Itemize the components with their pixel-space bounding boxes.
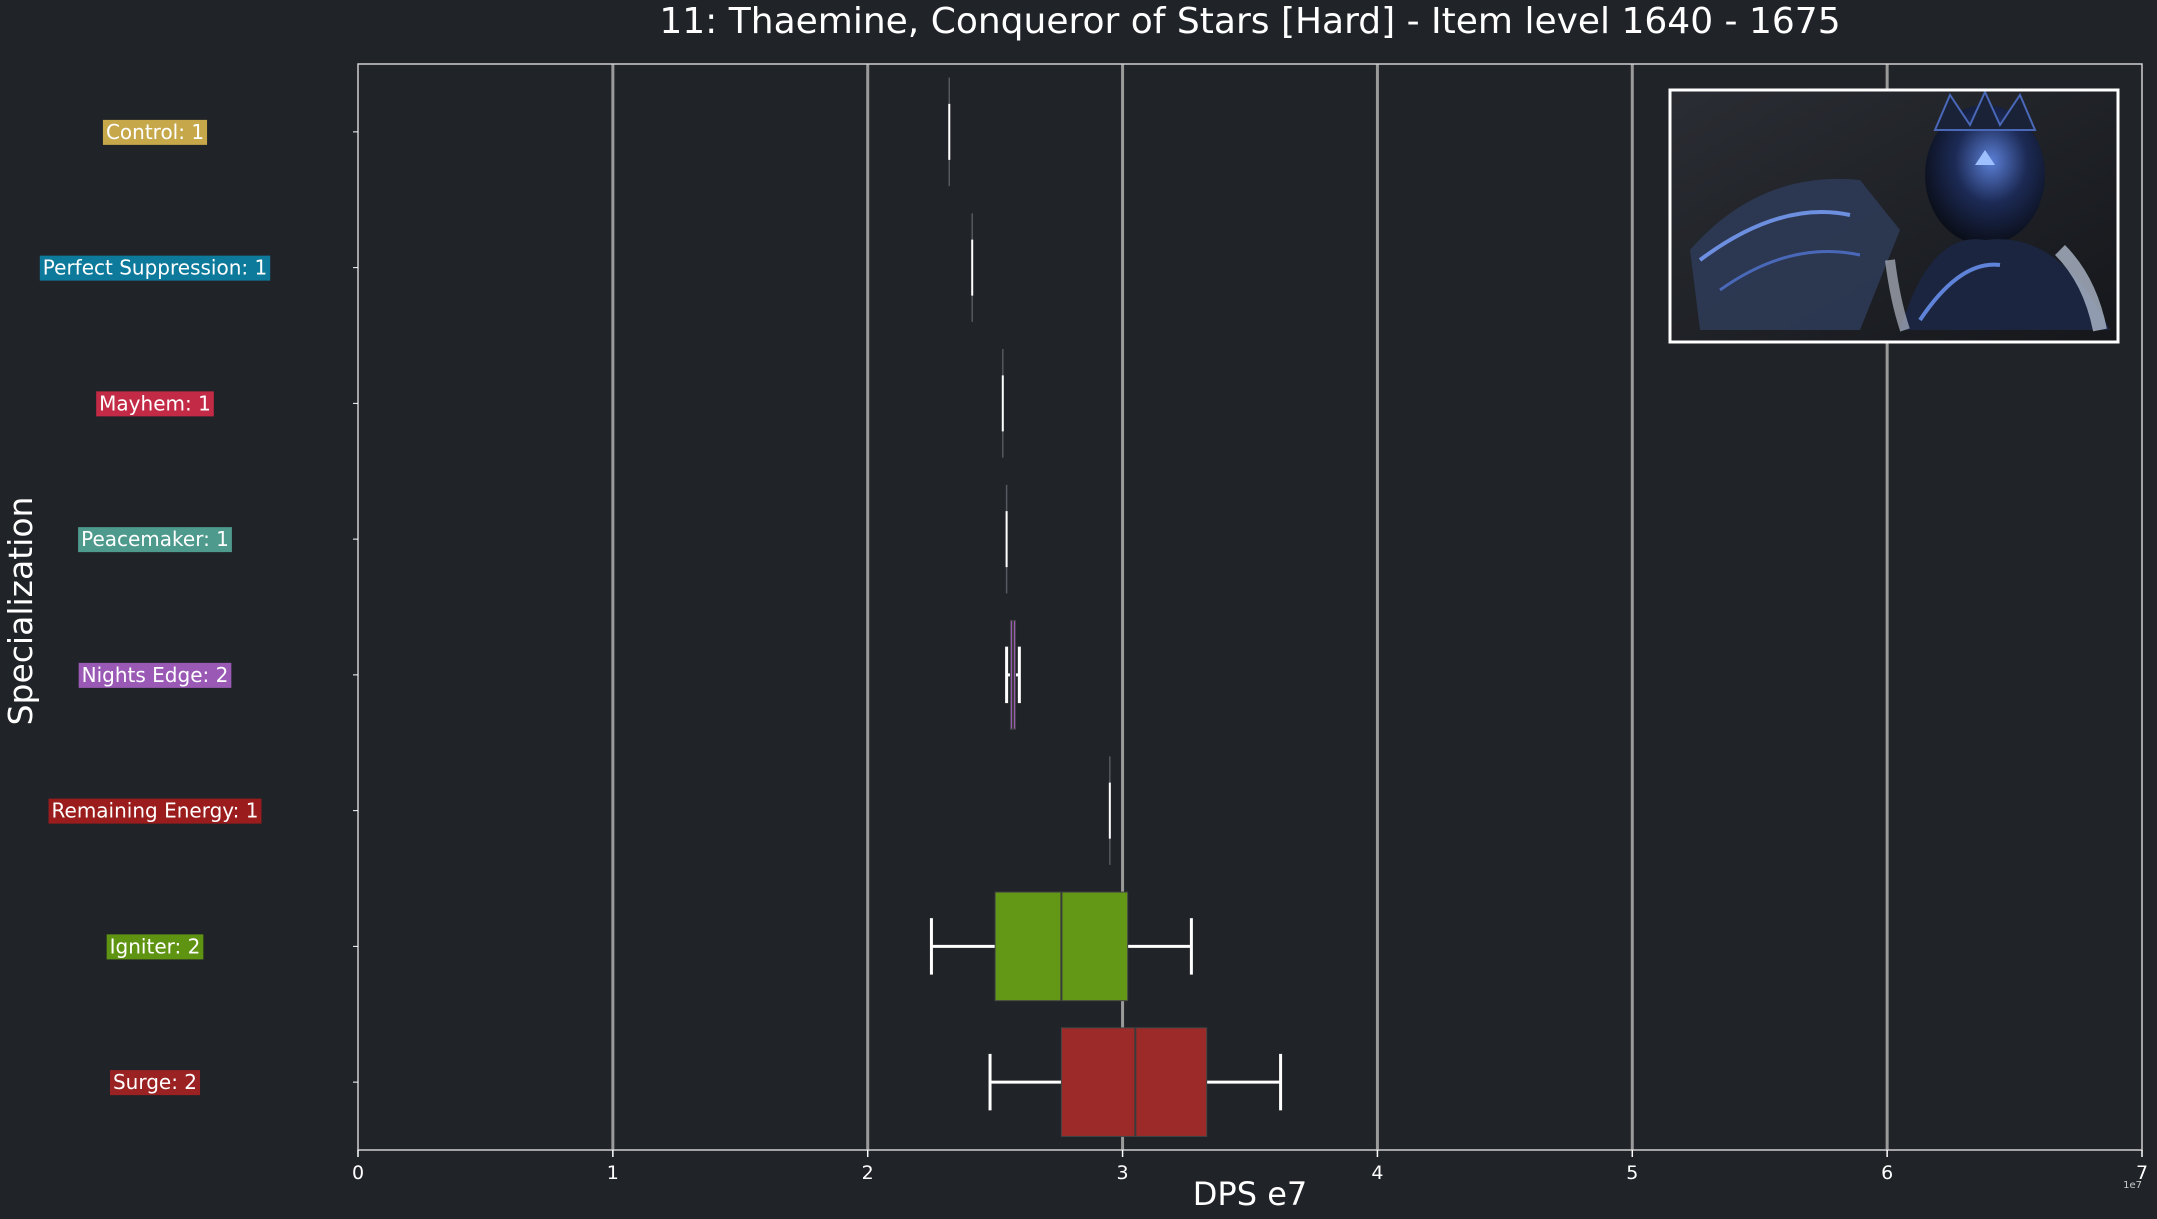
box-plot [988,1027,1283,1137]
category-label: Igniter: 2 [106,934,204,960]
chart-title: 11: Thaemine, Conqueror of Stars [Hard] … [659,1,1840,42]
category-label: Control: 1 [102,119,208,145]
box-plot [929,891,1193,1002]
category-label-text: Perfect Suppression: 1 [43,256,267,280]
x-tick-label-4: 4 [1371,1162,1383,1184]
category-label: Peacemaker: 1 [78,527,232,553]
category-label: Remaining Energy: 1 [48,798,262,824]
x-tick-label-3: 3 [1117,1162,1129,1184]
x-offset-label: 1e7 [2123,1180,2142,1191]
x-axis-ticks: 0 1 2 3 4 5 6 7 [352,1150,2148,1184]
category-label-text: Igniter: 2 [110,934,201,958]
category-label-text: Mayhem: 1 [99,391,211,415]
x-tick-label-0: 0 [352,1162,364,1184]
category-label-text: Surge: 2 [113,1070,197,1094]
boss-portrait-inset [1668,88,2120,344]
category-label: Nights Edge: 2 [78,662,232,688]
x-tick-label-5: 5 [1626,1162,1638,1184]
x-tick-label-6: 6 [1881,1162,1893,1184]
plot-frame [357,63,2143,1151]
category-label-badge [106,934,204,960]
category-label-text: Peacemaker: 1 [81,527,229,551]
category-label-badge [39,255,271,281]
x-axis-label: DPS e7 [1193,1175,1307,1213]
category-label-badge [109,1070,201,1096]
box-plots [929,77,1283,1137]
category-label-badge [48,798,262,824]
y-axis-label: Specialization [1,497,40,726]
category-label-text: Control: 1 [106,120,204,144]
x-tick-label-1: 1 [607,1162,619,1184]
category-label-text: Remaining Energy: 1 [52,799,259,823]
category-label-badge [78,527,232,553]
box-plot [1005,620,1021,730]
category-label-badge [96,391,214,417]
category-label: Mayhem: 1 [96,391,214,417]
category-label-badge [102,119,208,145]
box-iqr [1060,1027,1208,1137]
category-label: Surge: 2 [109,1070,201,1096]
x-tick-label-7: 7 [2136,1162,2148,1184]
category-label-text: Nights Edge: 2 [82,663,229,687]
category-labels: Control: 1 Perfect Suppression: 1 Mayhem: … [39,119,358,1096]
x-tick-label-2: 2 [862,1162,874,1184]
category-label-badge [78,662,232,688]
category-label: Perfect Suppression: 1 [39,255,271,281]
